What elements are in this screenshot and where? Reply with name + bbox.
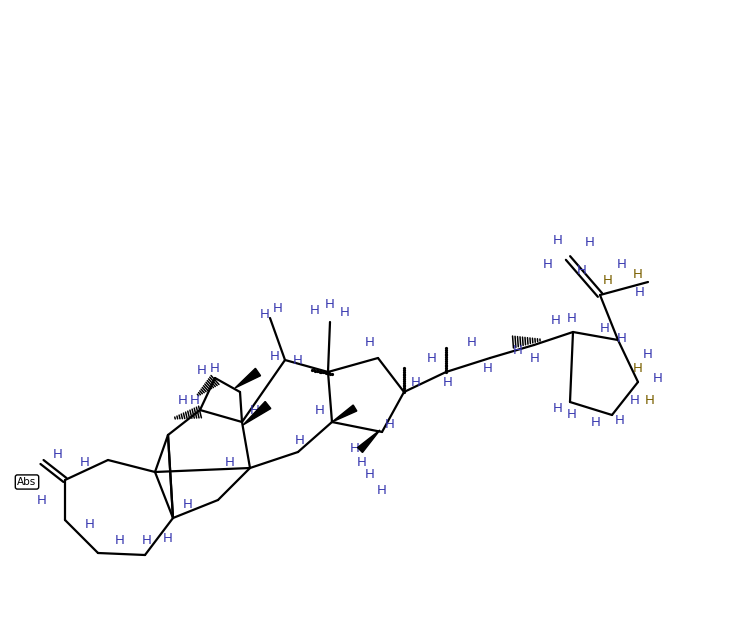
- Text: H: H: [357, 455, 367, 468]
- Text: H: H: [443, 376, 453, 389]
- Text: H: H: [270, 350, 280, 363]
- Text: H: H: [427, 351, 437, 364]
- Text: H: H: [273, 302, 283, 315]
- Text: H: H: [567, 409, 577, 422]
- Polygon shape: [332, 405, 357, 422]
- Text: H: H: [225, 455, 235, 468]
- Text: H: H: [210, 361, 220, 374]
- Text: H: H: [260, 309, 270, 322]
- Text: H: H: [553, 233, 563, 246]
- Text: H: H: [190, 394, 200, 407]
- Text: H: H: [567, 312, 577, 325]
- Text: H: H: [295, 434, 305, 447]
- Text: H: H: [585, 236, 595, 249]
- Text: H: H: [310, 304, 320, 317]
- Polygon shape: [243, 401, 271, 425]
- Text: H: H: [365, 468, 375, 481]
- Text: H: H: [411, 376, 421, 389]
- Text: H: H: [633, 269, 643, 282]
- Text: H: H: [142, 534, 152, 547]
- Text: H: H: [377, 483, 387, 496]
- Text: H: H: [530, 351, 540, 364]
- Polygon shape: [358, 430, 380, 452]
- Text: H: H: [178, 394, 188, 407]
- Text: H: H: [340, 305, 350, 318]
- Text: H: H: [183, 498, 193, 511]
- Text: H: H: [53, 448, 63, 462]
- Text: H: H: [633, 361, 643, 374]
- Text: H: H: [600, 322, 610, 335]
- Text: H: H: [577, 264, 587, 277]
- Text: Abs: Abs: [17, 477, 37, 487]
- Text: H: H: [467, 335, 477, 348]
- Text: H: H: [653, 371, 663, 384]
- Text: H: H: [197, 363, 207, 376]
- Text: H: H: [603, 274, 613, 287]
- Text: H: H: [551, 313, 561, 327]
- Text: H: H: [591, 415, 601, 429]
- Text: H: H: [483, 361, 493, 374]
- Text: H: H: [617, 332, 627, 345]
- Text: H: H: [365, 335, 375, 348]
- Text: H: H: [325, 299, 335, 312]
- Text: H: H: [513, 343, 523, 356]
- Text: H: H: [315, 404, 325, 417]
- Text: H: H: [163, 532, 173, 544]
- Text: H: H: [615, 414, 625, 427]
- Text: H: H: [350, 442, 360, 455]
- Text: H: H: [630, 394, 640, 407]
- Text: H: H: [115, 534, 125, 547]
- Text: H: H: [643, 348, 653, 361]
- Text: H: H: [543, 259, 553, 271]
- Polygon shape: [235, 368, 261, 388]
- Text: H: H: [293, 353, 303, 366]
- Text: H: H: [250, 404, 260, 417]
- Text: H: H: [617, 259, 627, 271]
- Text: H: H: [645, 394, 655, 407]
- Text: H: H: [85, 519, 95, 532]
- Text: H: H: [385, 419, 395, 432]
- Text: H: H: [37, 493, 47, 506]
- Text: H: H: [80, 455, 90, 468]
- Text: H: H: [553, 401, 563, 414]
- Text: H: H: [635, 285, 645, 299]
